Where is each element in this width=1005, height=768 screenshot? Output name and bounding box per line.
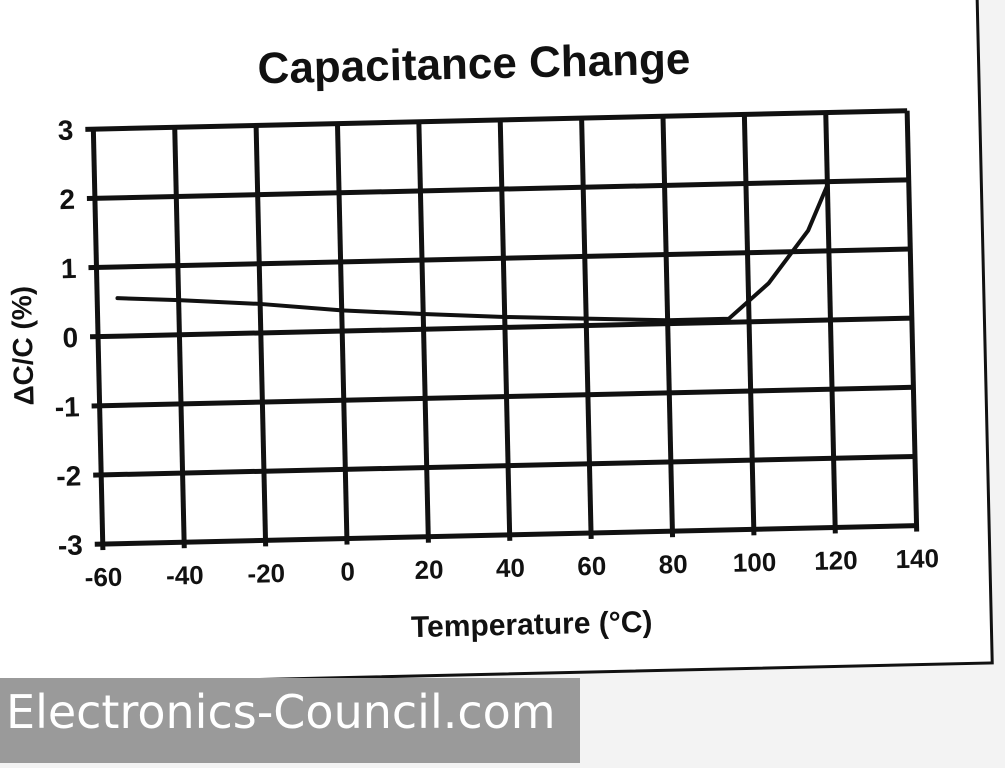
x-tick-label: 0 [340, 556, 355, 586]
y-tick-label: -2 [56, 460, 82, 492]
y-tick-label: -3 [58, 530, 84, 562]
plot-group: Capacitance Change -60 -40 -20 0 20 40 60 80 100… [6, 35, 939, 644]
y-tick-labels: 3 2 1 0 -1 -2 -3 [54, 115, 84, 562]
x-tick-label: 20 [414, 554, 444, 585]
grid-line-vertical [579, 118, 594, 540]
y-tick-label: 1 [61, 253, 77, 284]
grid-line-vertical [741, 114, 757, 536]
grid-line-vertical [497, 119, 513, 541]
x-tick-label: 100 [733, 547, 777, 578]
grid-line-horizontal [94, 523, 917, 547]
x-tick-label: 40 [496, 553, 526, 584]
x-tick-label: 60 [577, 551, 607, 582]
x-tick-label: 120 [814, 545, 858, 576]
series-layer [115, 183, 830, 323]
grid-line-horizontal [91, 384, 914, 409]
y-axis-label: ΔC/C (%) [6, 286, 40, 406]
grid-line-vertical [904, 110, 920, 532]
grid-layer [85, 108, 920, 551]
x-tick-label: -60 [84, 562, 122, 593]
watermark-text: Electronics-Council.com [6, 685, 556, 739]
x-axis-label: Temperature (°C) [411, 606, 653, 644]
y-tick-label: -1 [54, 391, 80, 423]
grid-line-vertical [172, 127, 187, 549]
grid-line-horizontal [88, 246, 911, 271]
x-tick-labels: -60 -40 -20 0 20 40 60 80 100 120 140 [84, 543, 939, 592]
y-tick-label: 3 [57, 115, 73, 146]
x-tick-label: 140 [895, 543, 939, 574]
chart-title: Capacitance Change [257, 35, 691, 94]
x-tick-label: -40 [166, 560, 204, 591]
y-tick-label: 0 [62, 322, 78, 353]
grid-line-vertical [823, 112, 838, 534]
grid-line-horizontal [93, 453, 916, 478]
grid-line-vertical [334, 123, 350, 545]
series-line [115, 183, 830, 323]
grid-line-vertical [416, 121, 431, 543]
grid-line-horizontal [86, 177, 909, 202]
grid-line-horizontal [89, 315, 912, 340]
watermark-band [0, 678, 580, 763]
x-tick-label: 80 [658, 549, 688, 580]
grid-line-vertical [253, 125, 269, 547]
grid-line-horizontal [85, 108, 908, 132]
grid-line-vertical [660, 116, 676, 538]
y-tick-label: 2 [59, 184, 75, 215]
x-tick-label: -20 [247, 558, 285, 589]
grid-line-vertical [90, 129, 106, 551]
